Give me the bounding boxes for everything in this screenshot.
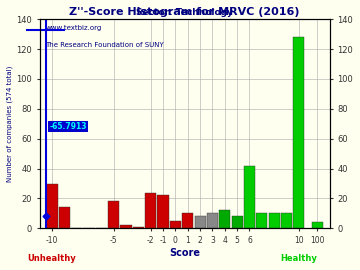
Title: Z''-Score Histogram for MRVC (2016): Z''-Score Histogram for MRVC (2016) [69,7,300,17]
Bar [46,184,58,228]
Bar [293,37,304,228]
Bar [145,193,156,228]
Bar [157,195,168,228]
Y-axis label: Number of companies (574 total): Number of companies (574 total) [7,66,13,182]
Bar [207,214,218,228]
Text: The Research Foundation of SUNY: The Research Foundation of SUNY [45,42,164,48]
Bar [256,214,267,228]
Bar [269,214,280,228]
Text: www.textbiz.org: www.textbiz.org [45,25,102,31]
Bar [182,214,193,228]
Bar [59,207,70,228]
Bar [170,221,181,228]
Text: Sector: Technology: Sector: Technology [136,8,233,17]
Text: Unhealthy: Unhealthy [28,254,76,263]
Bar [219,210,230,228]
Bar [121,225,131,228]
Text: -65.7913: -65.7913 [49,122,87,131]
Bar [312,222,323,228]
Bar [194,217,206,228]
X-axis label: Score: Score [169,248,200,258]
Bar [281,214,292,228]
Text: Healthy: Healthy [280,254,317,263]
Bar [231,217,243,228]
Bar [133,227,144,228]
Bar [108,201,119,228]
Bar [244,166,255,228]
